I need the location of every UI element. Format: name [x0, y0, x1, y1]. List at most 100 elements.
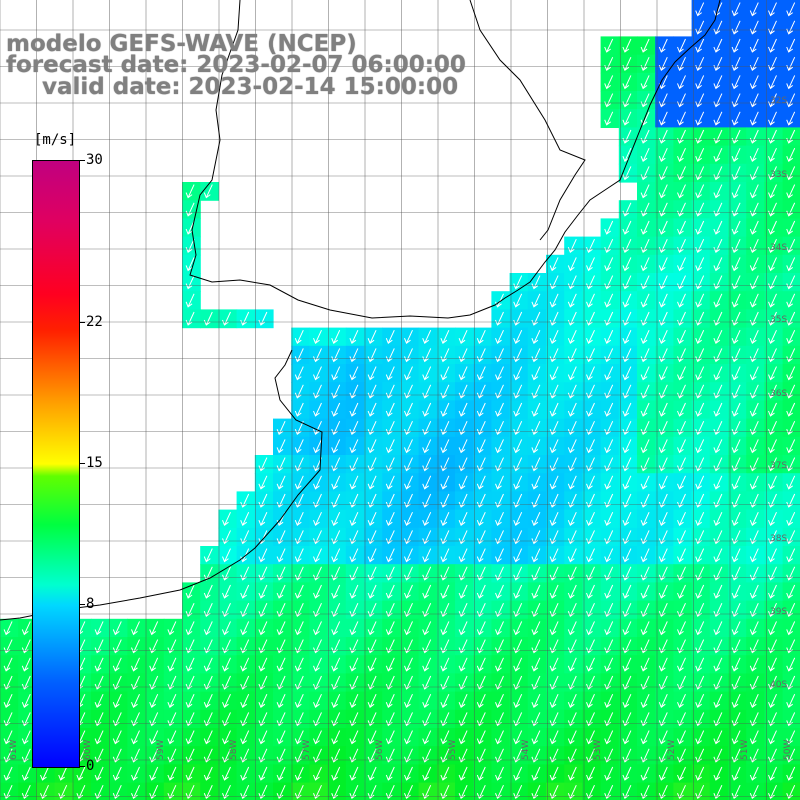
wind-arrow — [640, 293, 650, 308]
wind-arrow — [695, 220, 705, 235]
wind-arrow — [367, 493, 377, 508]
wind-arrow — [513, 730, 523, 745]
wind-arrow — [349, 420, 359, 435]
wind-arrow — [531, 693, 541, 708]
wind-arrow — [749, 348, 759, 363]
wind-arrow — [622, 348, 632, 363]
wind-arrow — [695, 38, 705, 53]
wind-arrow — [731, 147, 741, 162]
lat-label: 39S — [770, 607, 787, 617]
wind-arrow — [768, 348, 777, 363]
wind-arrow — [749, 693, 759, 708]
wind-arrow — [349, 730, 359, 745]
wind-arrow — [294, 584, 304, 599]
coastline-south — [0, 349, 323, 621]
wind-arrow — [112, 693, 122, 708]
wind-arrow — [185, 730, 195, 745]
lon-label: 53W — [593, 740, 603, 760]
wind-arrow — [749, 621, 759, 636]
wind-arrow — [586, 457, 595, 472]
wind-arrow — [476, 348, 486, 363]
wind-arrow — [440, 475, 450, 490]
colorbar-tick-label: 30 — [86, 152, 103, 168]
wind-arrow — [112, 621, 122, 636]
wind-arrow — [404, 475, 413, 490]
wind-arrow — [440, 730, 450, 745]
wind-arrow — [458, 384, 468, 399]
wind-arrow — [476, 511, 486, 526]
wind-arrow — [21, 621, 31, 636]
wind-arrow — [695, 56, 705, 71]
wind-arrow — [549, 384, 559, 399]
wind-arrow — [786, 293, 796, 308]
wind-arrow — [513, 329, 523, 344]
lon-label: 54W — [521, 740, 531, 760]
wind-arrow — [713, 457, 723, 472]
wind-arrow — [658, 38, 668, 53]
wind-arrow — [458, 730, 468, 745]
wind-arrow — [604, 511, 614, 526]
lon-label: 57W — [302, 740, 312, 760]
wind-arrow — [658, 184, 668, 199]
wind-arrow — [349, 384, 359, 399]
wind-arrow — [695, 75, 705, 90]
wind-arrow — [458, 366, 468, 381]
wind-arrow — [749, 457, 759, 472]
wind-arrow — [677, 111, 686, 126]
wind-arrow — [185, 311, 195, 326]
wind-arrow — [531, 548, 541, 563]
wind-arrow — [768, 2, 777, 17]
coastline-inland — [469, 0, 586, 241]
wind-arrow — [658, 493, 668, 508]
wind-arrow — [622, 38, 632, 53]
wind-arrow — [731, 293, 741, 308]
wind-arrow — [331, 511, 341, 526]
wind-arrow — [495, 657, 504, 672]
lat-label: 36S — [770, 389, 787, 399]
wind-arrow — [513, 584, 523, 599]
wind-arrow — [677, 621, 686, 636]
wind-arrow — [640, 457, 650, 472]
wind-arrow — [695, 475, 705, 490]
wind-arrow — [713, 439, 723, 454]
wind-arrow — [422, 329, 432, 344]
wind-arrow — [658, 548, 668, 563]
wind-arrow — [677, 56, 686, 71]
wind-arrow — [768, 439, 777, 454]
wind-arrow — [58, 766, 68, 781]
wind-arrow — [786, 621, 796, 636]
wind-arrow — [203, 693, 213, 708]
wind-arrow — [786, 147, 796, 162]
wind-arrow — [586, 257, 595, 272]
wind-arrow — [768, 293, 777, 308]
wind-arrow — [276, 766, 286, 781]
wind-arrow — [422, 548, 432, 563]
wind-arrow — [768, 220, 777, 235]
wind-arrow — [658, 657, 668, 672]
wind-arrow — [695, 402, 705, 417]
wind-arrow — [586, 402, 595, 417]
wind-arrow — [731, 511, 741, 526]
wind-arrow — [349, 511, 359, 526]
wind-arrow — [749, 420, 759, 435]
wind-arrow — [677, 402, 686, 417]
wind-arrow — [131, 730, 140, 745]
wind-arrow — [786, 38, 796, 53]
wind-arrow — [203, 584, 213, 599]
wind-arrow — [458, 548, 468, 563]
wind-arrow — [604, 693, 614, 708]
wind-arrow — [586, 584, 595, 599]
wind-arrow — [677, 657, 686, 672]
wind-arrow — [749, 184, 759, 199]
wind-arrow — [731, 457, 741, 472]
wind-arrow — [677, 348, 686, 363]
wind-arrow — [422, 730, 432, 745]
wind-arrow — [203, 548, 213, 563]
wind-arrow — [258, 511, 268, 526]
wind-arrow — [385, 348, 395, 363]
lon-label: 52W — [667, 740, 677, 760]
wind-arrow — [331, 420, 341, 435]
wind-arrow — [167, 657, 177, 672]
wind-arrow — [203, 184, 213, 199]
